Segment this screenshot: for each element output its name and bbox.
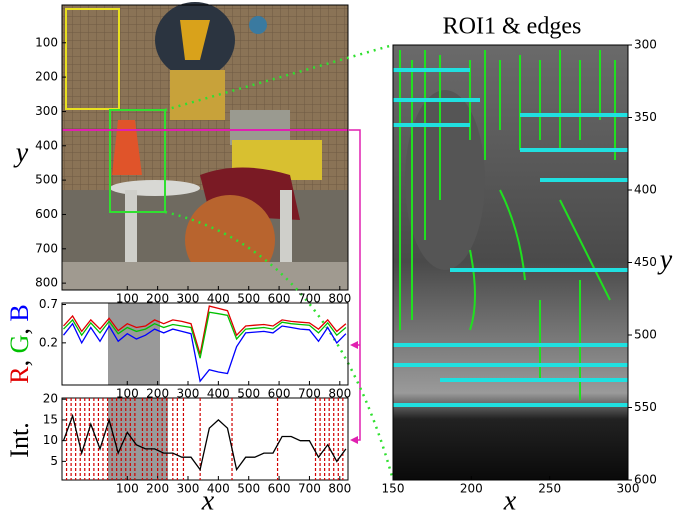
series-line bbox=[63, 311, 347, 359]
y-axis-label: R, G, B bbox=[5, 304, 34, 383]
series-line bbox=[62, 413, 347, 472]
y-tick-label: 10 bbox=[43, 433, 58, 447]
y-axis-label: Int. bbox=[5, 422, 34, 457]
x-tick-label: 500 bbox=[237, 482, 260, 496]
y-tick-label: 0.2 bbox=[39, 335, 58, 349]
y-tick-label: 600 bbox=[634, 473, 657, 487]
x-tick-label: 400 bbox=[207, 482, 230, 496]
x-tick-label: 500 bbox=[237, 387, 260, 401]
y-tick-label: 450 bbox=[634, 255, 657, 269]
y-tick-label: 5 bbox=[50, 454, 58, 468]
label-part: , bbox=[5, 322, 34, 335]
y-tick-label: 300 bbox=[634, 38, 657, 52]
x-tick-label: 300 bbox=[177, 482, 200, 496]
x-tick-label: 800 bbox=[328, 292, 351, 306]
x-tick-label: 200 bbox=[146, 482, 169, 496]
x-tick-label: 700 bbox=[298, 387, 321, 401]
x-tick-label: 300 bbox=[177, 387, 200, 401]
frame bbox=[61, 397, 349, 481]
y-tick-label: 20 bbox=[43, 392, 58, 406]
x-tick-label: 400 bbox=[207, 292, 230, 306]
roi-box bbox=[109, 109, 166, 213]
y-tick-label: 15 bbox=[43, 412, 58, 426]
y-tick-label: 350 bbox=[634, 110, 657, 124]
shaded-region bbox=[108, 303, 160, 385]
roi-box bbox=[65, 8, 120, 110]
frame bbox=[61, 302, 349, 386]
label-part: B bbox=[5, 304, 34, 321]
y-tick-label: 300 bbox=[35, 104, 58, 118]
y-tick-label: 500 bbox=[35, 173, 58, 187]
x-tick-label: 100 bbox=[116, 387, 139, 401]
y-axis-label: y bbox=[13, 137, 29, 168]
y-tick-label: 400 bbox=[634, 183, 657, 197]
x-tick-label: 100 bbox=[116, 292, 139, 306]
x-tick-label: 250 bbox=[538, 482, 561, 496]
x-tick-label: 800 bbox=[328, 387, 351, 401]
y-tick-label: 600 bbox=[35, 207, 58, 221]
label-part: R bbox=[5, 366, 34, 384]
y-axis-label: y bbox=[657, 244, 673, 275]
y-tick-label: 700 bbox=[35, 241, 58, 255]
x-axis-label: x bbox=[201, 485, 215, 516]
x-tick-label: 400 bbox=[207, 387, 230, 401]
y-tick-label: 0.7 bbox=[39, 297, 58, 311]
roi-image bbox=[393, 45, 628, 480]
series-line bbox=[62, 322, 347, 383]
x-tick-label: 200 bbox=[146, 292, 169, 306]
x-tick-label: 300 bbox=[177, 292, 200, 306]
x-tick-label: 500 bbox=[237, 292, 260, 306]
x-tick-label: 200 bbox=[460, 482, 483, 496]
y-tick-label: 500 bbox=[634, 328, 657, 342]
x-tick-label: 200 bbox=[146, 387, 169, 401]
x-tick-label: 150 bbox=[382, 482, 405, 496]
frame bbox=[61, 4, 349, 291]
chart-title: ROI1 & edges bbox=[443, 14, 582, 40]
y-tick-label: 400 bbox=[35, 138, 58, 152]
y-tick-label: 100 bbox=[35, 35, 58, 49]
x-tick-label: 600 bbox=[268, 387, 291, 401]
x-tick-label: 600 bbox=[268, 292, 291, 306]
connector bbox=[164, 43, 395, 481]
x-tick-label: 100 bbox=[116, 482, 139, 496]
y-tick-label: 200 bbox=[35, 70, 58, 84]
x-tick-label: 700 bbox=[298, 292, 321, 306]
photo bbox=[62, 2, 348, 290]
series-line bbox=[63, 305, 347, 355]
y-tick-label: 800 bbox=[35, 276, 58, 290]
label-part: , bbox=[5, 353, 34, 366]
y-tick-label: 550 bbox=[634, 400, 657, 414]
x-tick-label: 800 bbox=[328, 482, 351, 496]
label-part: G bbox=[5, 335, 34, 354]
x-tick-label: 700 bbox=[298, 482, 321, 496]
x-tick-label: 600 bbox=[268, 482, 291, 496]
x-tick-label: 300 bbox=[617, 482, 640, 496]
x-axis-label: x bbox=[503, 485, 517, 516]
